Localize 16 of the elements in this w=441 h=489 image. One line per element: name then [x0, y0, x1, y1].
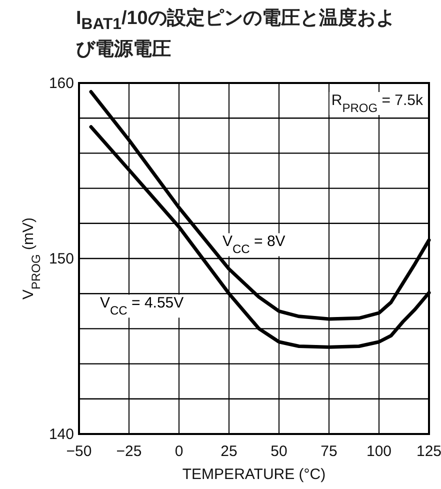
x-tick-label: 125 — [416, 443, 441, 460]
x-axis-title: TEMPERATURE (°C) — [182, 466, 326, 483]
text: V$_{CC}$ = 4.55V — [100, 294, 184, 318]
x-tick-label: −25 — [116, 443, 142, 460]
y-tick-label: 150 — [48, 250, 74, 268]
x-tick-label: 0 — [174, 443, 184, 460]
x-tick-label: 75 — [320, 443, 338, 460]
y-tick-label: 160 — [48, 75, 74, 92]
annotation: R$_{PROG}$ = 7.5k — [331, 92, 424, 115]
x-tick-label: −50 — [66, 443, 92, 460]
x-tick-label: 100 — [366, 443, 392, 460]
series-label: V$_{CC}$ = 8V — [222, 233, 286, 256]
x-tick-label: 50 — [270, 443, 288, 460]
x-tick-label: 25 — [220, 443, 238, 460]
y-tick-label: 140 — [48, 426, 74, 443]
chart-title: I$_{BAT1}$/10の設定ピンの電圧と温度および電源電圧 — [76, 6, 396, 62]
